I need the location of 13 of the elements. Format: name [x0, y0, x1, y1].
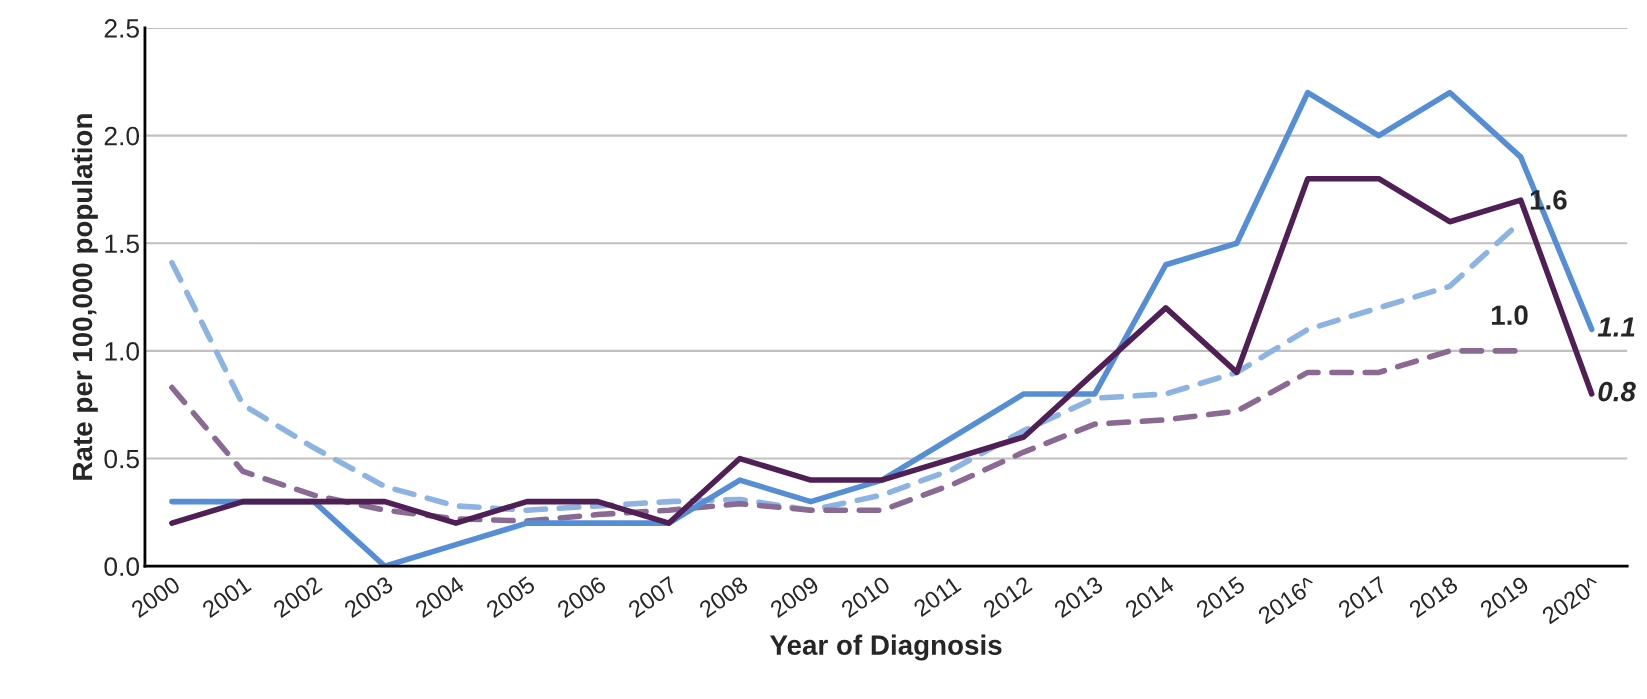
y-tick-label: 0.0	[104, 557, 140, 577]
y-tick-label: 0.5	[104, 449, 139, 469]
x-tick-label: 2001	[201, 575, 252, 619]
data-label: 0.8	[1598, 381, 1636, 402]
y-tick-label: 1.5	[105, 234, 139, 254]
y-tick-label: 2.0	[104, 126, 140, 146]
x-axis-title: Year of Diagnosis	[770, 634, 1002, 661]
data-label: 1.0	[1491, 305, 1528, 326]
x-tick-label: 2011	[912, 575, 962, 618]
y-tick-label: 1.0	[105, 342, 140, 361]
data-label: 1.1	[1597, 317, 1635, 337]
y-axis-title: Rate per 100,000 population	[71, 114, 98, 480]
y-tick-label: 2.5	[104, 19, 139, 38]
